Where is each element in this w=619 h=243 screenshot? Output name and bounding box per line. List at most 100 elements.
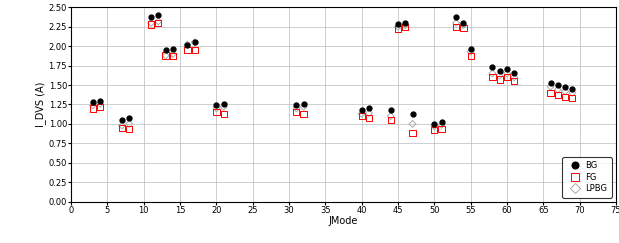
Point: [465, 50, 475, 53]
Point: [386, 108, 396, 112]
Point: [560, 85, 570, 88]
Point: [88, 106, 98, 110]
Point: [430, 122, 439, 126]
Point: [436, 123, 446, 127]
Point: [95, 99, 105, 103]
Point: [183, 43, 193, 47]
Point: [146, 21, 156, 25]
Point: [364, 116, 374, 120]
Point: [400, 21, 410, 25]
Point: [495, 78, 504, 82]
Point: [146, 22, 156, 26]
Point: [509, 79, 519, 83]
Point: [364, 106, 374, 110]
Point: [568, 87, 578, 91]
Point: [357, 108, 366, 112]
Point: [400, 23, 410, 27]
Point: [459, 21, 469, 25]
Point: [88, 100, 98, 104]
Point: [393, 22, 403, 26]
Point: [117, 126, 127, 130]
Point: [117, 123, 127, 127]
Point: [407, 131, 417, 135]
X-axis label: JMode: JMode: [329, 216, 358, 226]
Point: [189, 40, 199, 44]
Point: [560, 89, 570, 93]
Point: [393, 25, 403, 29]
Point: [212, 110, 222, 114]
Point: [292, 106, 301, 110]
Legend: BG, FG, LPBG: BG, FG, LPBG: [562, 157, 612, 198]
Point: [364, 111, 374, 115]
Point: [545, 85, 555, 88]
Point: [95, 102, 105, 106]
Point: [154, 13, 163, 17]
Point: [189, 40, 199, 44]
Point: [219, 102, 228, 106]
Point: [459, 26, 469, 30]
Point: [451, 21, 461, 25]
Point: [400, 25, 410, 29]
Point: [357, 114, 366, 118]
Point: [146, 15, 156, 18]
Point: [124, 127, 134, 131]
Point: [451, 15, 461, 18]
Point: [495, 69, 504, 73]
Point: [298, 112, 308, 116]
Point: [189, 48, 199, 52]
Point: [168, 47, 178, 51]
Point: [502, 71, 512, 75]
Point: [161, 53, 171, 57]
Point: [154, 21, 163, 25]
Point: [459, 23, 469, 27]
Point: [219, 105, 228, 109]
Point: [292, 103, 301, 107]
Point: [183, 43, 193, 47]
Point: [298, 102, 308, 106]
Point: [393, 27, 403, 31]
Point: [488, 65, 498, 69]
Point: [488, 75, 498, 79]
Point: [568, 91, 578, 95]
Point: [502, 75, 512, 79]
Point: [124, 117, 134, 121]
Point: [183, 48, 193, 52]
Point: [117, 118, 127, 122]
Point: [386, 118, 396, 122]
Point: [509, 75, 519, 79]
Point: [451, 25, 461, 29]
Point: [430, 124, 439, 128]
Point: [553, 88, 563, 92]
Y-axis label: I_DVS (A): I_DVS (A): [35, 82, 46, 127]
Point: [465, 47, 475, 51]
Point: [553, 93, 563, 97]
Point: [407, 112, 417, 116]
Point: [386, 114, 396, 118]
Point: [298, 105, 308, 109]
Point: [168, 54, 178, 58]
Point: [357, 112, 366, 116]
Point: [88, 103, 98, 107]
Point: [488, 71, 498, 75]
Point: [545, 91, 555, 95]
Point: [502, 68, 512, 71]
Point: [553, 83, 563, 87]
Point: [465, 54, 475, 58]
Point: [95, 105, 105, 109]
Point: [161, 48, 171, 52]
Point: [124, 122, 134, 126]
Point: [436, 127, 446, 131]
Point: [436, 121, 446, 124]
Point: [560, 95, 570, 99]
Point: [430, 128, 439, 132]
Point: [495, 74, 504, 78]
Point: [407, 122, 417, 126]
Point: [168, 52, 178, 56]
Point: [212, 103, 222, 107]
Point: [219, 112, 228, 116]
Point: [292, 110, 301, 114]
Point: [161, 53, 171, 57]
Point: [154, 19, 163, 23]
Point: [212, 106, 222, 110]
Point: [568, 96, 578, 100]
